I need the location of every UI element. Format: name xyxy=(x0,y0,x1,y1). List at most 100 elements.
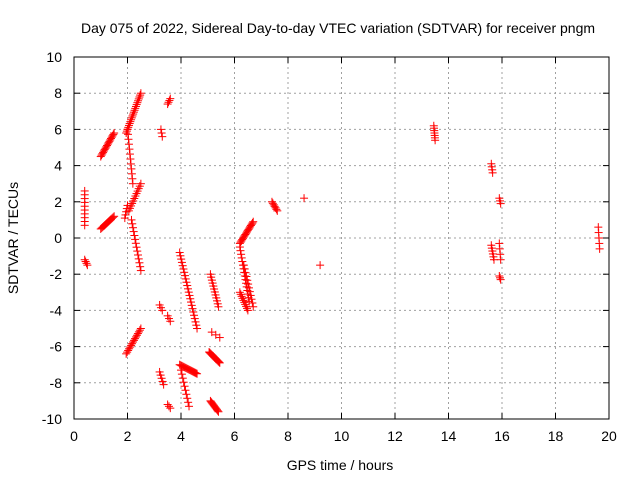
data-point xyxy=(128,111,137,120)
data-point xyxy=(126,343,135,352)
data-point xyxy=(488,168,497,177)
data-point xyxy=(249,217,258,226)
data-point xyxy=(192,369,201,378)
data-point xyxy=(136,179,145,188)
data-point xyxy=(80,221,89,230)
data-point xyxy=(134,96,143,105)
data-point xyxy=(183,281,192,290)
data-point xyxy=(166,94,175,103)
data-point xyxy=(127,215,136,224)
data-point xyxy=(158,377,167,386)
data-point xyxy=(184,398,193,407)
x-tick-label: 10 xyxy=(334,428,350,444)
data-point xyxy=(239,296,248,305)
data-point xyxy=(240,298,249,307)
y-tick-label: 2 xyxy=(54,194,62,210)
data-point xyxy=(164,98,173,107)
data-point xyxy=(185,402,194,411)
x-tick-label: 14 xyxy=(441,428,457,444)
data-point xyxy=(129,108,138,117)
data-point xyxy=(80,255,89,264)
data-point xyxy=(240,264,249,273)
data-point xyxy=(241,300,250,309)
data-point xyxy=(215,333,224,342)
data-point xyxy=(175,248,184,257)
data-point xyxy=(188,304,197,313)
data-point xyxy=(136,324,145,333)
data-point xyxy=(132,100,141,109)
chart-title: Day 075 of 2022, Sidereal Day-to-day VTE… xyxy=(81,20,595,36)
data-point xyxy=(489,255,498,264)
data-point xyxy=(272,205,281,214)
data-point xyxy=(158,132,167,141)
x-tick-label: 6 xyxy=(231,428,239,444)
x-tick-label: 8 xyxy=(284,428,292,444)
data-point xyxy=(245,287,254,296)
data-point xyxy=(178,261,187,270)
y-tick-label: -8 xyxy=(50,375,63,391)
data-point xyxy=(130,231,139,240)
data-point xyxy=(212,405,221,414)
data-point xyxy=(431,136,440,145)
data-point xyxy=(131,104,140,113)
data-point xyxy=(242,304,251,313)
data-point xyxy=(183,284,192,293)
data-point xyxy=(215,358,224,367)
data-point xyxy=(180,271,189,280)
data-point xyxy=(124,123,133,132)
data-point xyxy=(193,369,202,378)
data-point xyxy=(191,317,200,326)
x-tick-label: 20 xyxy=(601,428,617,444)
data-point xyxy=(177,258,186,267)
data-point xyxy=(177,370,186,379)
data-point xyxy=(213,406,222,415)
data-point xyxy=(132,243,141,252)
data-point xyxy=(131,332,140,341)
data-point xyxy=(496,199,505,208)
data-point xyxy=(122,129,131,138)
data-point xyxy=(180,268,189,277)
data-point xyxy=(235,288,244,297)
data-point xyxy=(134,254,143,263)
data-point xyxy=(128,339,137,348)
y-axis-label: SDTVAR / TECUs xyxy=(5,182,21,294)
data-point xyxy=(158,306,167,315)
data-point xyxy=(128,223,137,232)
data-point xyxy=(184,288,193,297)
x-axis-label: GPS time / hours xyxy=(287,457,394,473)
data-point xyxy=(183,394,192,403)
data-point xyxy=(127,113,136,122)
data-point xyxy=(191,368,200,377)
data-point xyxy=(239,261,248,270)
data-point xyxy=(124,121,133,130)
data-point xyxy=(128,219,137,228)
y-tick-label: -10 xyxy=(42,411,62,427)
y-tick-label: -4 xyxy=(50,302,63,318)
data-point xyxy=(157,374,166,383)
data-point xyxy=(132,331,141,340)
data-point xyxy=(110,212,119,221)
data-point xyxy=(128,179,137,188)
data-point xyxy=(214,407,223,416)
data-point xyxy=(182,278,191,287)
data-point xyxy=(247,295,256,304)
x-tick-labels: 0 2 4 6 8 10 12 14 16 18 20 xyxy=(70,428,617,444)
data-point xyxy=(123,348,132,357)
data-point xyxy=(130,106,139,115)
data-point xyxy=(207,328,216,337)
data-point xyxy=(136,266,145,275)
data-point xyxy=(109,213,118,222)
data-point xyxy=(244,283,253,292)
data-point xyxy=(164,402,173,411)
data-point xyxy=(135,92,144,101)
data-point xyxy=(237,253,246,262)
y-tick-labels: -10 -8 -6 -4 -2 0 2 4 6 8 10 xyxy=(42,49,62,427)
data-point xyxy=(187,298,196,307)
data-point xyxy=(181,274,190,283)
data-point xyxy=(241,268,250,277)
data-point xyxy=(108,214,117,223)
data-point xyxy=(495,273,504,282)
data-point xyxy=(235,243,244,252)
